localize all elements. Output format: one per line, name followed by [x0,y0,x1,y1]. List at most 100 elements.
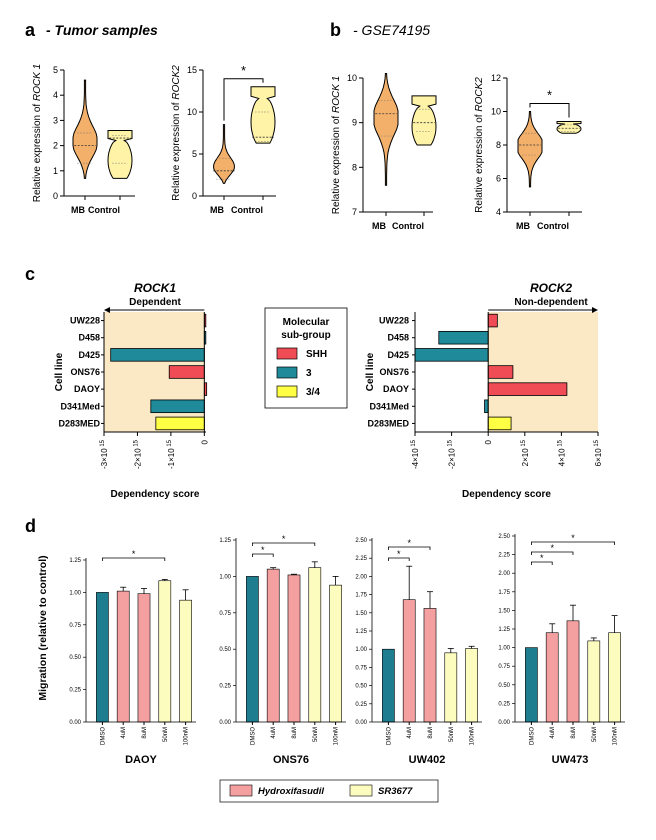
chart-title: UW402 [409,754,446,766]
significance-label: * [397,549,401,559]
y-tick-label: 0.25 [498,701,510,707]
y-tick-label: 1.50 [355,611,367,617]
legend-label-3: 3 [306,368,312,379]
y-tick-label: 1.25 [498,627,510,633]
legend-swatch-shh [276,347,298,360]
significance-label: * [407,538,411,548]
migration-chart-daoy: DMSO 4uM 8uM 50nM 100nM 0.00 0.25 0.50 0.75 1.00 1… [37,549,196,766]
significance-label: * [571,533,575,543]
x-tick-label: 100nM [334,727,340,745]
x-tick-label: 50nM [592,727,598,742]
significance-bracket [531,561,553,565]
y-axis-label: Relative expression of ROCK 1 [32,64,43,202]
y-tick-label: 1.00 [69,590,81,596]
y-tick-label: 1.75 [355,593,367,599]
cell-line-label: D425 [78,350,100,360]
legend-title-line2: sub-group [281,330,330,341]
y-tick-label: 2 [53,141,58,151]
legend-swatch-hydroxifasudil [229,784,253,797]
x-tick-label: -3×10 15 [100,439,109,469]
x-tick-label: DMSO [250,727,256,745]
y-axis-label: Cell line [54,352,65,391]
cell-line-label: ONS76 [379,367,409,377]
y-tick-label: 0.75 [498,664,510,670]
y-tick-label: 3 [53,115,58,125]
y-tick-label: 0.25 [219,684,231,690]
legend-label-shh: SHH [306,349,327,360]
y-tick-label: 9 [352,118,357,128]
y-tick-label: 1.25 [355,629,367,635]
bar-d458 [438,330,489,345]
y-tick-label: 0.00 [355,720,367,726]
x-tick-label: MB [210,205,224,215]
migration-chart-uw402: DMSO 4uM 8uM 50nM 100nM 0.00 0.25 0.50 0.75 1.00 1… [355,538,482,766]
y-tick-label: 0.00 [498,720,510,726]
x-tick-label: 100nM [613,727,619,745]
y-axis-label: Relative expression of ROCK2 [171,65,182,201]
dependency-chart-rock2: ROCK2 Non-dependent UW228 D458 D425 ONS76 DAOY… [365,281,603,500]
significance-label: * [547,88,552,103]
bar-50nm [444,652,458,723]
cell-line-label: D425 [387,350,409,360]
bar-d341med [484,399,489,414]
y-tick-label: 0.00 [219,720,231,726]
violin-mb [517,111,543,188]
violin-control [250,86,276,144]
bar-4um [266,568,280,723]
y-tick-label: 6 [496,174,501,184]
x-tick-label: 8uM [428,727,434,739]
chart-title: DAOY [125,754,157,766]
significance-label: * [261,545,265,555]
x-tick-label: 4×10 15 [557,439,566,466]
x-tick-label: Control [88,205,120,215]
significance-bracket [531,551,574,555]
bar-4um [545,632,559,723]
bar-ons76 [168,365,205,379]
violin-mb [373,73,399,186]
y-tick-label: 1.00 [219,574,231,580]
y-tick-label: 8 [496,140,501,150]
cell-line-label: D283MED [58,418,100,428]
dependency-bar-charts: ROCK1 Dependent UW228 D458 D425 ONS76 DAOY D341… [54,281,603,500]
x-tick-label: 50nM [163,727,169,742]
bar-d425 [110,348,205,362]
x-tick-label: 8uM [571,727,577,739]
panel-b-title: - GSE74195 [353,22,430,38]
violin-chart-a2: 0 5 10 15 MB Control Relative expression of RO… [171,63,276,215]
bar-dmso [382,648,395,723]
y-tick-label: 10 [347,73,357,83]
significance-bracket [223,78,264,121]
y-tick-label: 1 [53,166,58,176]
cell-line-label: ONS76 [70,367,100,377]
significance-label: * [241,63,246,78]
y-tick-label: 15 [187,65,197,75]
y-tick-label: 0.75 [355,665,367,671]
x-tick-label: DMSO [100,727,106,745]
bar-8um [566,620,580,723]
y-tick-label: 7 [352,207,357,217]
y-tick-label: 0 [53,191,58,201]
y-tick-label: 10 [187,107,197,117]
cell-line-label: UW228 [379,316,409,326]
x-tick-label: -2×10 15 [448,439,457,469]
y-tick-label: 12 [491,73,501,83]
cell-line-label: D458 [387,333,409,343]
violin-chart-a1: 0 1 2 3 4 5 MB Control Relative expression of RO… [32,64,135,215]
y-tick-label: 4 [496,207,501,217]
x-tick-label: -4×10 15 [411,439,420,469]
chart-title: UW473 [552,754,589,766]
y-tick-label: 0 [192,191,197,201]
violin-chart-b2: 4 6 8 10 12 MB Control Relative expression of R… [474,73,582,231]
y-tick-label: 5 [192,149,197,159]
bar-100nm [179,599,192,723]
legend-title-line1: Molecular [283,317,330,328]
bar-d425 [414,348,489,362]
dependency-chart-rock1: ROCK1 Dependent UW228 D458 D425 ONS76 DAOY D341… [54,281,209,500]
y-tick-label: 0.75 [69,623,81,629]
significance-label: * [132,549,136,559]
y-axis-label: Migration (relative to control) [37,555,49,700]
x-tick-label: MB [71,205,85,215]
violin-mb [212,124,236,184]
y-tick-label: 2.00 [355,574,367,580]
